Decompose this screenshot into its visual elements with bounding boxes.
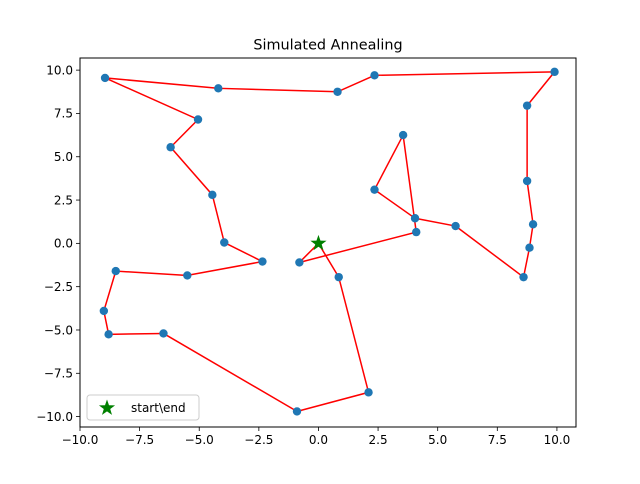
route-segment bbox=[373, 188, 417, 220]
y-tick-label: 10.0 bbox=[46, 63, 73, 77]
city-point bbox=[183, 271, 192, 280]
x-axis: −10.0 −7.5 −5.0 −2.5 0.0 2.5 5.0 7.5 10.0 bbox=[62, 427, 571, 447]
x-tick-label: −2.5 bbox=[244, 433, 273, 447]
points-layer bbox=[99, 67, 559, 416]
city-point bbox=[412, 227, 421, 237]
city-point bbox=[522, 176, 532, 186]
city-point bbox=[295, 258, 304, 267]
route-segment bbox=[414, 217, 457, 227]
city-point bbox=[370, 185, 379, 194]
city-point bbox=[220, 238, 229, 247]
y-tick-label: 2.5 bbox=[54, 193, 73, 207]
route-segment bbox=[104, 77, 220, 90]
route-segment bbox=[454, 224, 525, 279]
y-tick-label: 0.0 bbox=[54, 237, 73, 251]
city-point bbox=[451, 221, 460, 231]
legend-star-marker bbox=[98, 399, 116, 415]
city-point bbox=[111, 266, 120, 276]
city-point bbox=[292, 407, 302, 416]
route-segment bbox=[169, 118, 200, 149]
route-layer bbox=[102, 70, 556, 413]
y-tick-label: 7.5 bbox=[54, 107, 73, 121]
route-segment bbox=[186, 260, 264, 277]
y-tick-label: −10.0 bbox=[36, 410, 73, 424]
x-tick-label: 2.5 bbox=[369, 433, 388, 447]
route-segment bbox=[373, 71, 556, 77]
x-tick-label: −10.0 bbox=[62, 433, 99, 447]
route-segment bbox=[296, 391, 370, 413]
y-tick-label: −2.5 bbox=[44, 280, 73, 294]
city-point bbox=[334, 272, 343, 282]
route-segment bbox=[211, 193, 226, 244]
route-segment bbox=[298, 231, 418, 264]
route-segment bbox=[336, 74, 376, 93]
x-tick-label: 5.0 bbox=[428, 433, 447, 447]
city-point bbox=[193, 115, 203, 124]
y-tick-label: −7.5 bbox=[44, 367, 73, 381]
legend-box bbox=[86, 394, 200, 421]
y-tick-label: −5.0 bbox=[44, 323, 73, 337]
x-tick-label: 10.0 bbox=[544, 433, 571, 447]
city-point bbox=[525, 243, 534, 252]
route-segment bbox=[169, 146, 214, 196]
city-point bbox=[208, 190, 217, 200]
route-segment bbox=[104, 76, 200, 121]
route-segment bbox=[526, 70, 556, 107]
city-point bbox=[104, 330, 113, 339]
start-end-marker bbox=[310, 234, 327, 251]
city-point bbox=[519, 272, 528, 282]
route-segment bbox=[102, 270, 117, 312]
route-segment bbox=[114, 270, 189, 277]
x-tick-label: −5.0 bbox=[185, 433, 214, 447]
city-point bbox=[166, 143, 175, 152]
city-point bbox=[550, 67, 559, 77]
route-segment bbox=[337, 276, 370, 394]
x-tick-label: −7.5 bbox=[125, 433, 154, 447]
city-point bbox=[258, 257, 267, 266]
route-segment bbox=[107, 332, 165, 336]
y-axis: 10.0 7.5 5.0 2.5 0.0 −2.5 −5.0 −7.5 −10.0 bbox=[36, 63, 80, 424]
city-point bbox=[410, 214, 420, 223]
city-point bbox=[370, 71, 379, 80]
route-segment bbox=[526, 180, 534, 226]
route-segment bbox=[217, 87, 339, 93]
city-point bbox=[528, 220, 538, 229]
x-tick-label: 7.5 bbox=[488, 433, 507, 447]
city-point bbox=[364, 388, 373, 397]
city-point bbox=[398, 130, 408, 140]
plot-area-frame bbox=[79, 57, 577, 428]
x-tick-label: 0.0 bbox=[309, 433, 328, 447]
city-point bbox=[333, 87, 342, 96]
city-point bbox=[100, 73, 110, 83]
city-point bbox=[214, 84, 223, 93]
y-tick-label: 5.0 bbox=[54, 150, 73, 164]
legend-label: start\end bbox=[131, 401, 186, 415]
city-point bbox=[99, 306, 109, 316]
city-point bbox=[159, 329, 168, 338]
route-segment bbox=[373, 134, 405, 191]
route-segment bbox=[522, 246, 531, 279]
start-layer bbox=[310, 234, 327, 251]
city-point bbox=[522, 101, 532, 110]
route-segment bbox=[223, 241, 264, 263]
route-segment bbox=[162, 332, 299, 413]
legend: start\end bbox=[86, 394, 200, 421]
chart-title: Simulated Annealing bbox=[253, 38, 402, 54]
